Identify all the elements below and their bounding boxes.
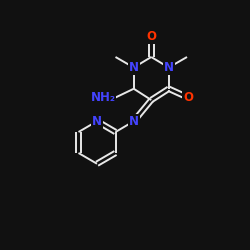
- Text: N: N: [92, 115, 102, 128]
- Text: N: N: [164, 61, 174, 74]
- Text: N: N: [129, 115, 139, 128]
- Text: NH₂: NH₂: [90, 91, 116, 104]
- Text: O: O: [146, 30, 156, 43]
- Text: O: O: [183, 91, 193, 104]
- Text: N: N: [129, 61, 139, 74]
